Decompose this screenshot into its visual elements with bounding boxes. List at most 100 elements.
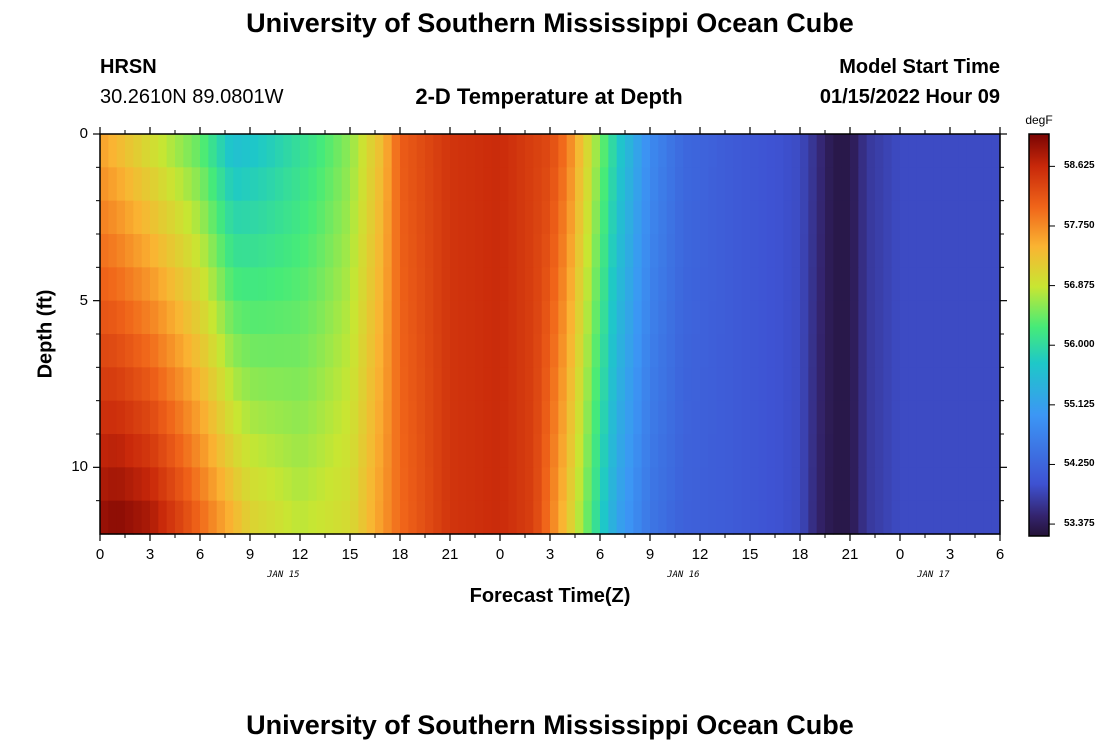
heatmap-cell (450, 367, 459, 402)
heatmap-cell (708, 167, 718, 202)
heatmap-cell (775, 500, 784, 535)
heatmap-cell (316, 267, 326, 302)
heatmap-cell (625, 234, 634, 268)
heatmap-cell (316, 500, 326, 535)
heatmap-cell (675, 267, 684, 302)
heatmap-cell (983, 434, 993, 468)
heatmap-cell (466, 300, 476, 335)
heatmap-cell (700, 200, 709, 235)
heatmap-cell (258, 234, 268, 268)
heatmap-cell (750, 500, 759, 535)
heatmap-cell (458, 167, 468, 202)
heatmap-cell (691, 467, 701, 502)
heatmap-cell (916, 500, 926, 535)
colorbar-tick-label: 53.375 (1064, 518, 1095, 530)
heatmap-cell (366, 300, 376, 335)
heatmap-cell (383, 267, 393, 302)
heatmap-cell (933, 434, 943, 468)
heatmap-cell (650, 367, 659, 402)
heatmap-cell (758, 134, 768, 168)
heatmap-cell (700, 134, 709, 168)
heatmap-cell (366, 367, 376, 402)
x-axis-title: Forecast Time(Z) (469, 585, 631, 607)
heatmap-cell (150, 400, 159, 435)
y-tick-label: 10 (71, 458, 88, 476)
heatmap-cell (266, 200, 276, 235)
heatmap-cell (275, 434, 284, 468)
heatmap-cell (691, 334, 701, 368)
heatmap-cell (325, 267, 334, 302)
heatmap-cell (733, 434, 743, 468)
heatmap-cell (766, 200, 776, 235)
heatmap-cell (358, 267, 368, 302)
heatmap-cell (400, 234, 409, 268)
heatmap-cell (341, 300, 351, 335)
heatmap-cell (108, 434, 118, 468)
heatmap-cell (433, 434, 443, 468)
heatmap-cell (550, 334, 559, 368)
heatmap-cell (366, 267, 376, 302)
heatmap-cell (691, 200, 701, 235)
heatmap-cell (291, 167, 301, 202)
heatmap-cell (258, 167, 268, 202)
heatmap-cell (241, 400, 251, 435)
heatmap-cell (266, 367, 276, 402)
heatmap-cell (183, 467, 193, 502)
heatmap-cell (758, 167, 768, 202)
heatmap-cell (408, 267, 418, 302)
heatmap-cell (325, 234, 334, 268)
heatmap-cell (958, 467, 968, 502)
heatmap-cell (300, 200, 309, 235)
heatmap-cell (950, 167, 959, 202)
heatmap-cell (708, 500, 718, 535)
heatmap-cell (225, 234, 234, 268)
heatmap-cell (116, 500, 126, 535)
heatmap-cell (608, 400, 618, 435)
heatmap-cell (441, 367, 451, 402)
heatmap-cell (191, 200, 201, 235)
heatmap-cell (383, 467, 393, 502)
heatmap-cell (350, 367, 359, 402)
heatmap-cell (866, 267, 876, 302)
heatmap-cell (175, 367, 184, 402)
heatmap-cell (716, 267, 726, 302)
heatmap-cell (800, 367, 809, 402)
heatmap-cell (900, 467, 909, 502)
heatmap-cell (350, 267, 359, 302)
heatmap-cell (108, 234, 118, 268)
heatmap-cell (983, 367, 993, 402)
heatmap-cell (841, 434, 851, 468)
heatmap-cell (833, 500, 843, 535)
heatmap-cell (541, 167, 551, 202)
heatmap-cell (500, 467, 509, 502)
heatmap-cell (800, 134, 809, 168)
heatmap-cell (416, 234, 426, 268)
heatmap-cell (725, 334, 734, 368)
heatmap-cell (158, 234, 168, 268)
heatmap-cell (333, 134, 343, 168)
heatmap-cell (100, 434, 109, 468)
x-tick-label: 0 (895, 546, 905, 563)
heatmap-cell (950, 267, 959, 302)
x-tick-label: 12 (291, 546, 309, 563)
heatmap-cell (241, 200, 251, 235)
heatmap-cell (908, 434, 918, 468)
heatmap-cell (775, 200, 784, 235)
heatmap-cell (250, 234, 259, 268)
heatmap-cell (266, 400, 276, 435)
heatmap-cell (533, 167, 543, 202)
heatmap-cell (225, 300, 234, 335)
heatmap-cell (725, 200, 734, 235)
heatmap-cell (283, 367, 293, 402)
heatmap-cell (908, 300, 918, 335)
heatmap-cell (816, 234, 826, 268)
heatmap-cell (958, 367, 968, 402)
heatmap-cell (725, 434, 734, 468)
heatmap-cell (466, 234, 476, 268)
heatmap-cell (566, 267, 576, 302)
heatmap-cell (283, 400, 293, 435)
heatmap-cell (333, 434, 343, 468)
heatmap-cell (433, 400, 443, 435)
heatmap-cell (250, 200, 259, 235)
heatmap-cell (791, 400, 801, 435)
